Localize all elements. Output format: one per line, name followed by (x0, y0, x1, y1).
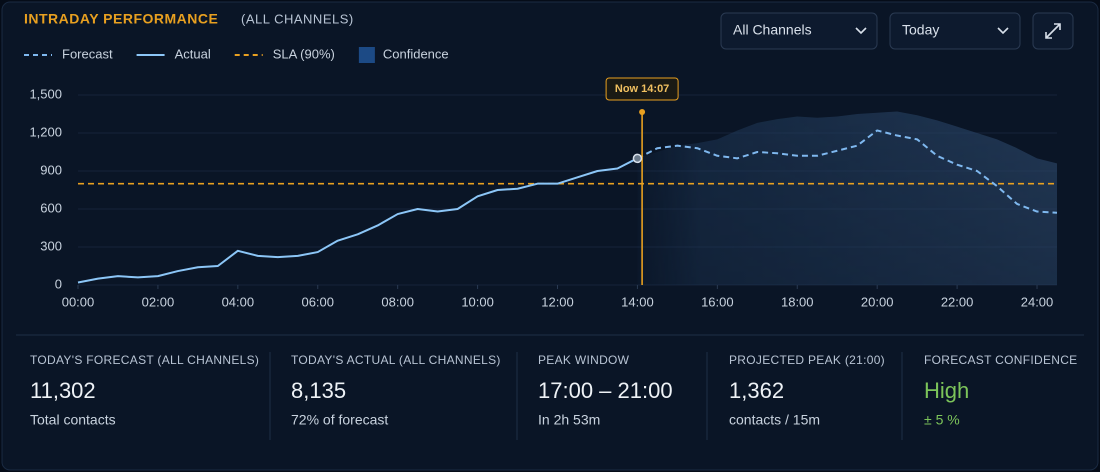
kpi-label: FORECAST CONFIDENCE (924, 353, 1078, 367)
y-tick-label: 300 (40, 238, 62, 253)
channel-dropdown[interactable]: All Channels (720, 12, 878, 50)
kpi-value: 17:00 – 21:00 (538, 378, 673, 403)
y-tick-label: 600 (40, 200, 62, 215)
period-dropdown[interactable]: Today (889, 12, 1021, 50)
x-tick-label: 22:00 (941, 294, 974, 309)
dropdown-text[interactable]: Today (902, 22, 939, 38)
kpi-label: PROJECTED PEAK (21:00) (729, 353, 885, 367)
kpi-sub: ± 5 % (924, 412, 960, 428)
chevron[interactable] (997, 27, 1009, 35)
confidence-area (637, 111, 1057, 285)
kpi-label: TODAY'S FORECAST (ALL CHANNELS) (30, 353, 259, 367)
x-tick-label: 18:00 (781, 294, 814, 309)
title: INTRADAY PERFORMANCE (24, 11, 218, 27)
legend-label: SLA (90%) (273, 46, 335, 61)
dropdown-text[interactable]: All Channels (733, 22, 812, 38)
legend-swatch (358, 47, 375, 63)
kpi-label: TODAY'S ACTUAL (ALL CHANNELS) (291, 353, 501, 367)
x-tick-label: 16:00 (701, 294, 734, 309)
now-label-box (605, 77, 679, 101)
legend-label: Forecast (62, 46, 113, 61)
kpi-sub: 72% of forecast (291, 412, 388, 428)
now-dot (639, 109, 646, 115)
expand-icon[interactable] (1045, 23, 1061, 39)
subtitle: (ALL CHANNELS) (241, 11, 354, 26)
x-tick-label: 10:00 (461, 294, 494, 309)
dropdown-box[interactable] (720, 12, 878, 50)
now-label: Now 14:07 (615, 83, 669, 95)
kpi-label: PEAK WINDOW (538, 353, 630, 367)
forecast-line (636, 129, 1058, 214)
y-tick-label: 1,500 (29, 86, 62, 101)
y-tick-label: 1,200 (29, 124, 62, 139)
chevron[interactable] (855, 27, 867, 35)
x-tick-label: 00:00 (62, 294, 95, 309)
dropdown-box[interactable] (889, 12, 1021, 50)
x-tick-label: 02:00 (142, 294, 175, 309)
x-tick-label: 12:00 (541, 294, 574, 309)
legend-label: Confidence (383, 46, 449, 61)
x-tick-label: 24:00 (1021, 294, 1054, 309)
kpi-value: 8,135 (291, 378, 346, 403)
x-tick-label: 14:00 (621, 294, 654, 309)
x-tick-label: 06:00 (301, 294, 334, 309)
x-tick-label: 08:00 (381, 294, 414, 309)
kpi-sub: contacts / 15m (729, 412, 820, 428)
actual-line (77, 157, 638, 284)
y-tick-label: 900 (40, 162, 62, 177)
kpi-value: 1,362 (729, 378, 784, 403)
y-tick-label: 0 (55, 276, 62, 291)
legend-label: Actual (175, 46, 211, 61)
x-tick-label: 20:00 (861, 294, 894, 309)
kpi-value: High (924, 378, 969, 403)
current-point (632, 153, 643, 164)
x-tick-label: 04:00 (222, 294, 255, 309)
kpi-sub: In 2h 53m (538, 412, 600, 428)
kpi-value: 11,302 (30, 378, 96, 403)
expand-button[interactable] (1032, 12, 1074, 50)
kpi-sub: Total contacts (30, 412, 116, 428)
